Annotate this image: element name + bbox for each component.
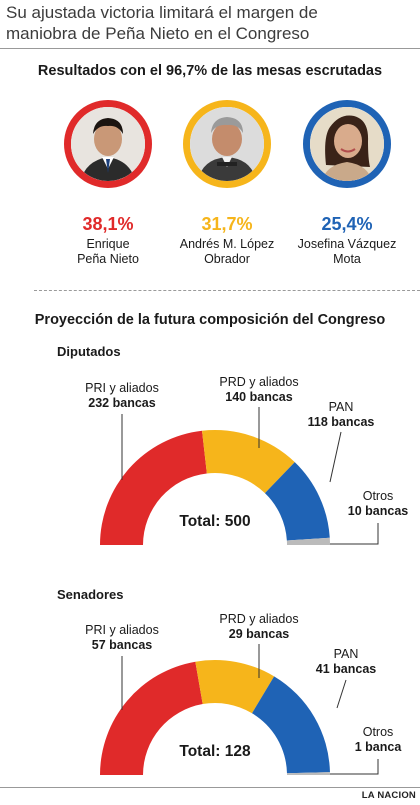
candidate-name-line-2: Mota xyxy=(333,252,361,266)
series-name-label: PRD y aliados xyxy=(219,375,298,389)
seat-segment-pan xyxy=(264,462,330,541)
footer-logo: LA NACION xyxy=(361,790,416,801)
series-name-label: Otros xyxy=(363,725,394,739)
headline-line-1: Su ajustada victoria limitará el margen … xyxy=(6,3,318,22)
series-value-label: 232 bancas xyxy=(88,396,155,410)
leader-line xyxy=(330,759,379,775)
seat-segment-pri-y-aliados xyxy=(100,430,207,545)
series-value-label: 118 bancas xyxy=(308,415,375,429)
leader-line xyxy=(336,679,347,709)
candidate-name-line-1: Andrés M. López xyxy=(179,237,275,251)
series-name-label: PAN xyxy=(334,647,359,661)
seat-segment-pri-y-aliados xyxy=(100,661,203,775)
candidate-photo-icon xyxy=(71,107,145,181)
top-rule xyxy=(0,48,420,49)
series-name-label: PRD y aliados xyxy=(219,612,298,626)
candidate-photo-icon xyxy=(190,107,264,181)
seat-segment-pan xyxy=(252,676,330,774)
results-divider xyxy=(34,290,420,291)
candidate-name-line-2: Obrador xyxy=(204,252,250,266)
candidate-name-line-2: Peña Nieto xyxy=(77,252,139,266)
candidate-name-line-1: Josefina Vázquez xyxy=(297,237,397,251)
series-value-label: 1 banca xyxy=(355,740,403,754)
seat-segment-prd-y-aliados xyxy=(202,430,295,494)
series-value-label: 140 bancas xyxy=(225,390,292,404)
candidate-pct: 31,7% xyxy=(201,214,253,234)
series-name-label: PAN xyxy=(329,400,354,414)
candidate-name-line-1: Enrique xyxy=(86,237,130,251)
candidate-photo-ring xyxy=(303,100,391,188)
leader-line xyxy=(330,523,379,545)
candidate-name: Andrés M. López Obrador xyxy=(169,237,285,267)
candidate-photo-icon xyxy=(310,107,384,181)
seat-segment-otros xyxy=(286,772,330,775)
total-label: Total: 500 xyxy=(179,513,250,530)
results-title: Resultados con el 96,7% de las mesas esc… xyxy=(37,63,383,79)
seat-segment-otros xyxy=(286,537,330,545)
headline: Su ajustada victoria limitará el margen … xyxy=(6,2,406,44)
seat-segment-prd-y-aliados xyxy=(195,660,275,714)
candidate-pct: 25,4% xyxy=(321,214,373,234)
series-value-label: 41 bancas xyxy=(316,662,377,676)
candidate-photo-ring xyxy=(64,100,152,188)
candidate-photo-ring xyxy=(183,100,271,188)
chamber-label-diputados: Diputados xyxy=(57,344,121,359)
series-value-label: 29 bancas xyxy=(229,627,290,641)
candidate-name: Enrique Peña Nieto xyxy=(50,237,166,267)
total-label: Total: 128 xyxy=(179,743,251,760)
projection-title: Proyección de la futura composición del … xyxy=(34,312,386,328)
bottom-rule xyxy=(0,787,420,788)
series-value-label: 57 bancas xyxy=(92,638,153,652)
chamber-label-senadores: Senadores xyxy=(57,587,124,602)
candidate-pct: 38,1% xyxy=(82,214,134,234)
series-name-label: PRI y aliados xyxy=(85,623,159,637)
series-name-label: PRI y aliados xyxy=(85,381,159,395)
series-value-label: 10 bancas xyxy=(348,504,409,518)
series-name-label: Otros xyxy=(363,489,394,503)
candidate-name: Josefina Vázquez Mota xyxy=(289,237,405,267)
leader-line xyxy=(329,431,342,483)
headline-line-2: maniobra de Peña Nieto en el Congreso xyxy=(6,24,310,43)
